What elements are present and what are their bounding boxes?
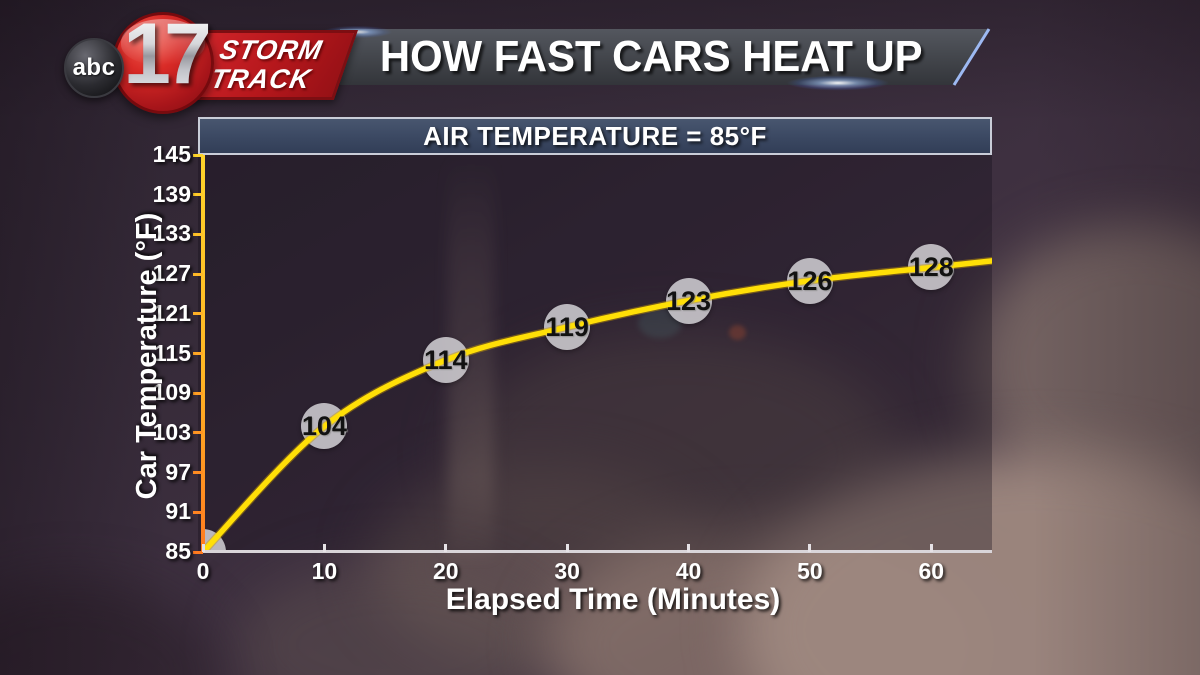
y-tick (193, 193, 203, 197)
y-tick-label: 121 (152, 299, 191, 326)
x-tick-label: 20 (432, 558, 459, 584)
lens-flare (729, 325, 746, 340)
x-tick-label: 50 (797, 558, 823, 584)
y-axis-title: Car Temperature (°F) (131, 212, 163, 500)
channel-logo-circle (112, 12, 214, 114)
y-tick-label: 109 (152, 379, 191, 406)
y-tick-label: 139 (152, 180, 191, 207)
x-tick (201, 544, 205, 552)
data-point-value: 126 (787, 265, 833, 296)
temperature-line (203, 256, 992, 552)
y-tick (193, 312, 203, 316)
network-logo: abc (64, 38, 124, 98)
x-tick (565, 544, 569, 552)
x-tick (929, 544, 933, 552)
y-tick-label: 97 (165, 458, 191, 485)
data-point-value: 123 (666, 285, 712, 316)
x-tick (687, 544, 691, 552)
data-point-value: 119 (545, 312, 589, 343)
x-tick-label: 60 (918, 558, 945, 584)
y-tick-label: 115 (153, 339, 191, 366)
x-tick-label: 0 (196, 558, 210, 584)
y-tick-label: 145 (152, 141, 191, 167)
x-tick-label: 40 (675, 558, 702, 584)
x-tick (444, 544, 448, 552)
x-axis-title: Elapsed Time (Minutes) (445, 583, 781, 616)
x-tick (322, 544, 326, 552)
y-tick-label: 133 (152, 220, 191, 247)
data-point-value: 114 (423, 345, 468, 376)
x-tick-label: 10 (311, 558, 338, 584)
y-tick (193, 232, 203, 236)
y-tick-label: 85 (165, 538, 191, 564)
y-tick (193, 510, 203, 514)
plot-area: 104 114 119 123 126 128 (203, 155, 992, 552)
y-tick (193, 352, 203, 355)
lens-flare (770, 73, 906, 93)
x-axis-line (203, 550, 992, 553)
channel-number: 17 (104, 4, 224, 104)
y-axis-line (201, 155, 205, 552)
y-tick (193, 153, 203, 157)
page-title: HOW FAST CARS HEAT UP (380, 32, 923, 81)
data-point-value: 128 (908, 252, 954, 283)
y-tick (193, 471, 203, 475)
x-tick (808, 544, 812, 552)
data-point-value: 104 (301, 411, 347, 442)
y-tick (193, 272, 203, 276)
x-tick-label: 30 (554, 558, 580, 584)
y-tick (193, 550, 203, 554)
y-tick-label: 127 (152, 260, 191, 287)
banner-line-1: STORM (216, 35, 326, 65)
y-tick (193, 391, 203, 395)
y-tick (193, 431, 203, 435)
chart-title-bar: AIR TEMPERATURE = 85°F (198, 117, 992, 155)
y-tick-label: 91 (165, 498, 191, 525)
chart-title: AIR TEMPERATURE = 85°F (423, 120, 767, 151)
chart-panel (198, 152, 992, 552)
y-tick-label: 103 (152, 418, 191, 445)
banner-line-2: TRACK (208, 64, 314, 94)
network-name: abc (72, 54, 116, 81)
